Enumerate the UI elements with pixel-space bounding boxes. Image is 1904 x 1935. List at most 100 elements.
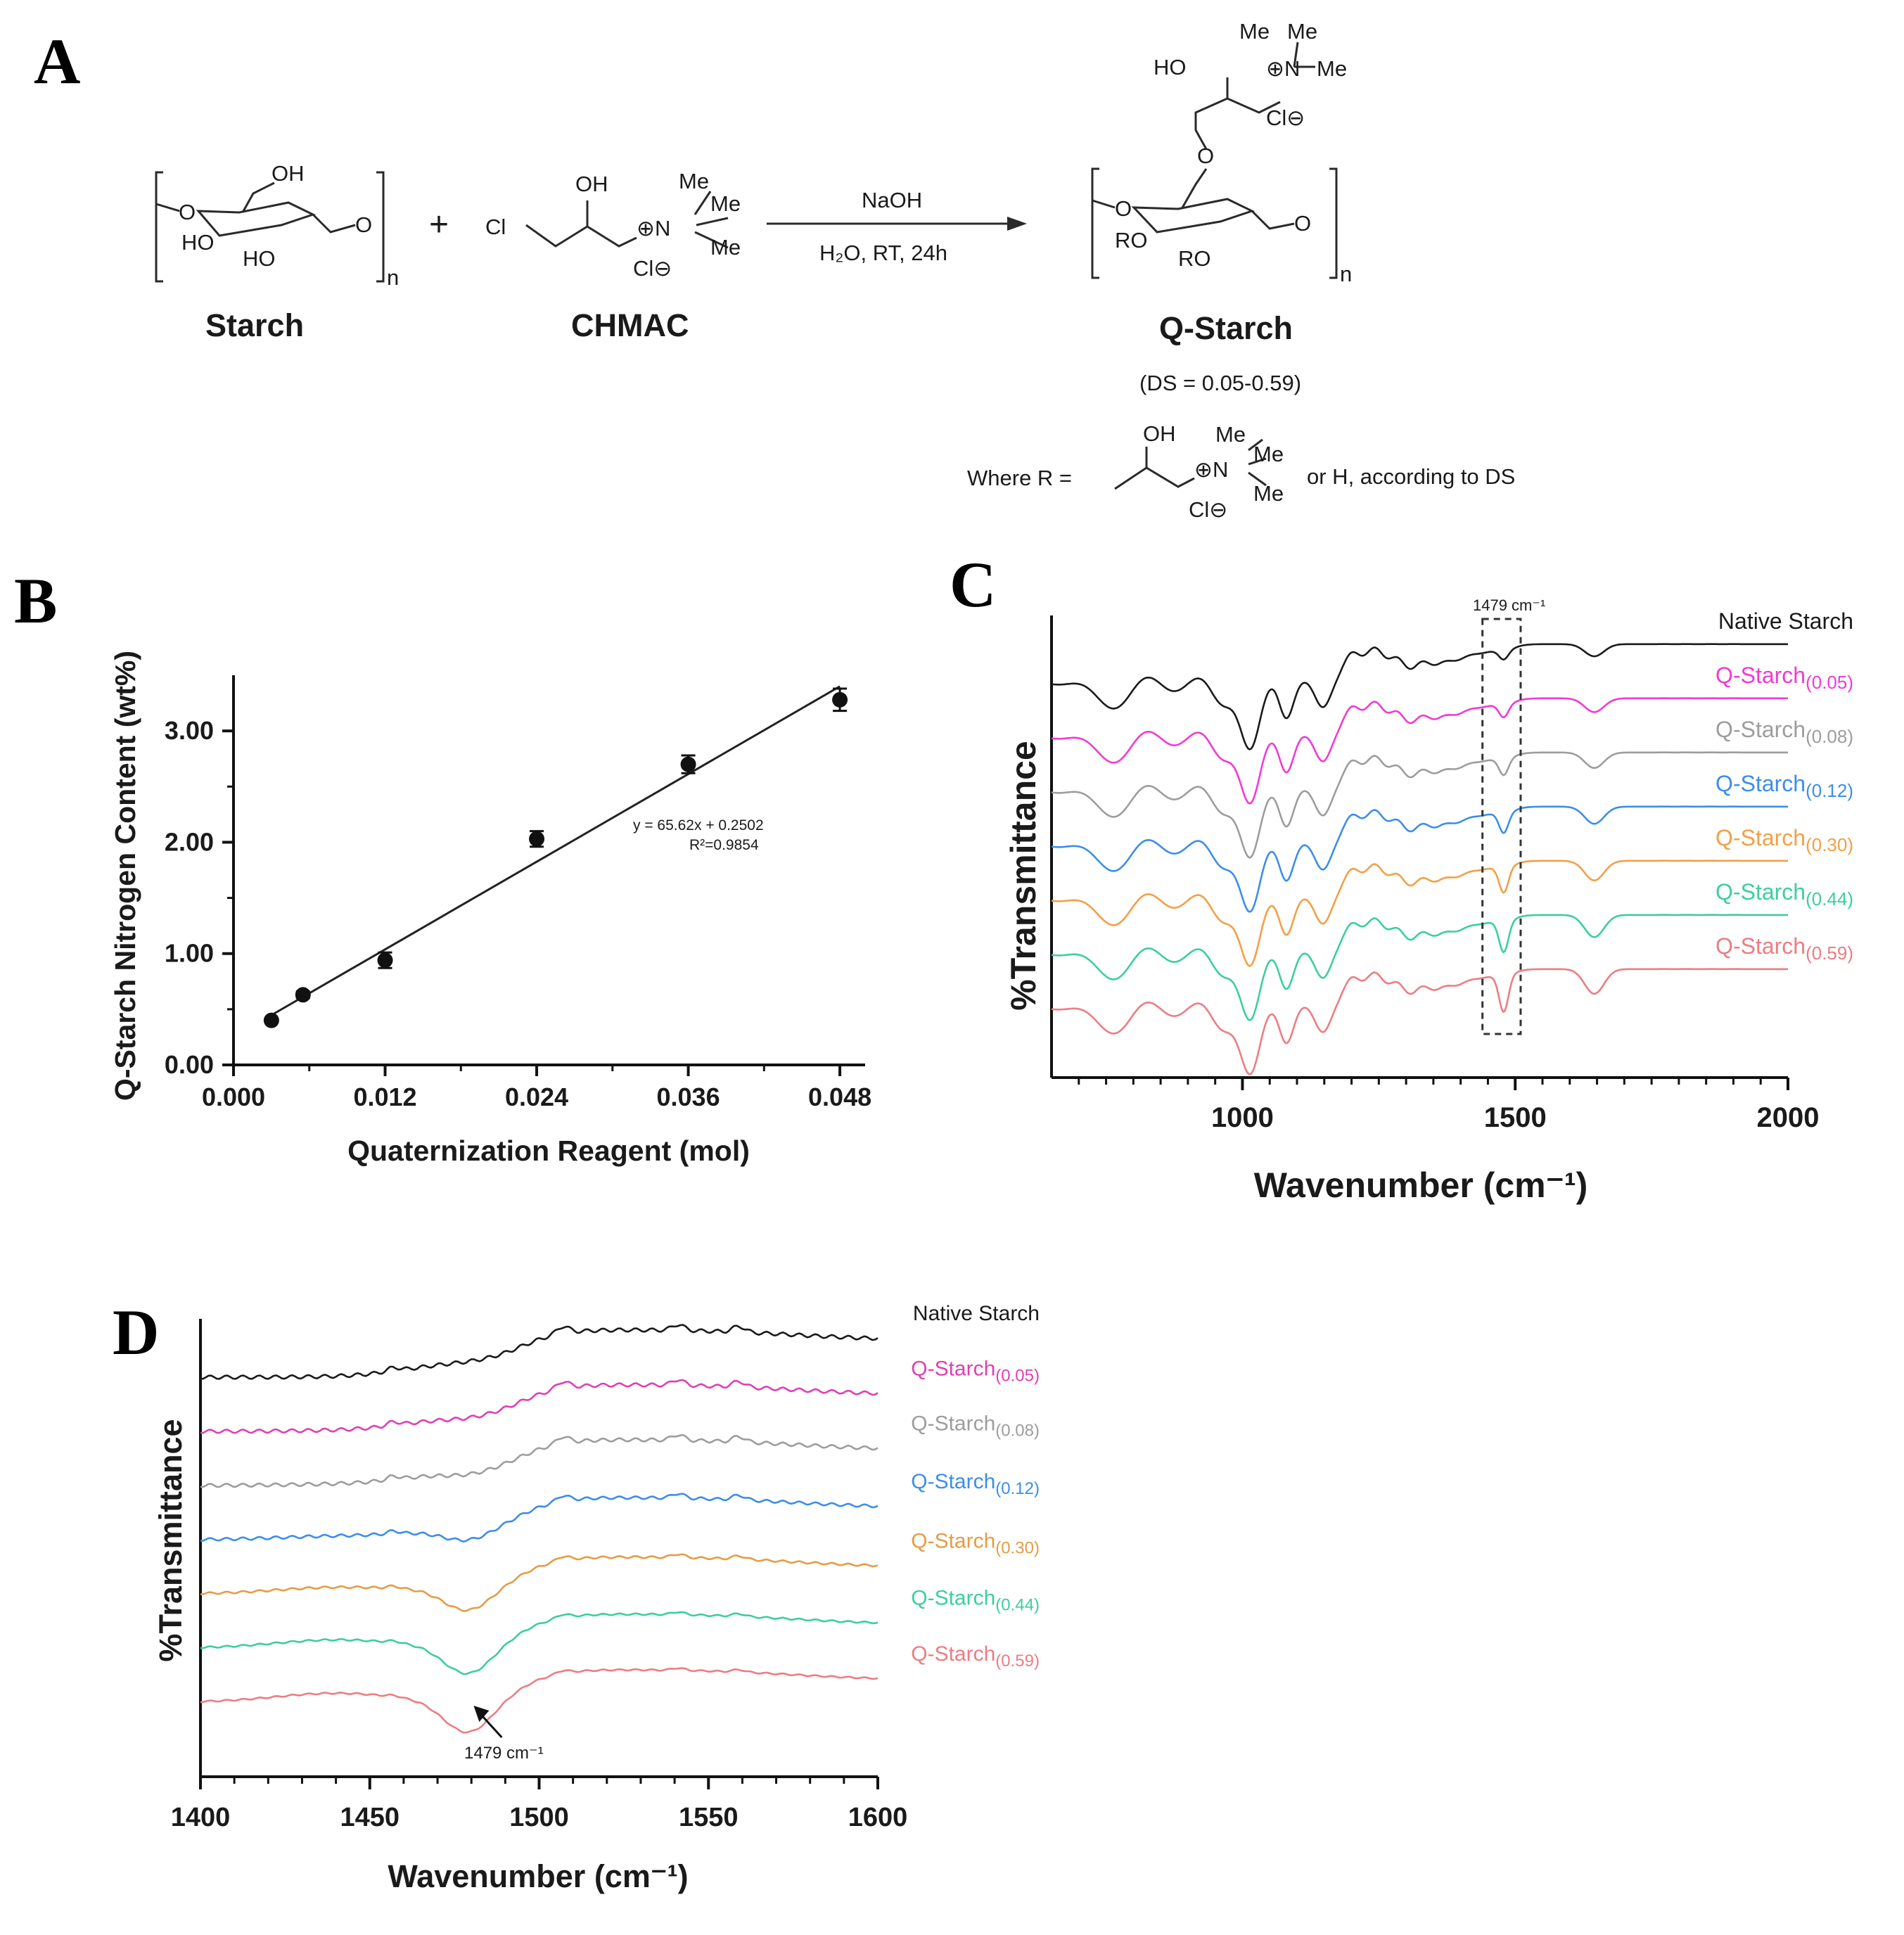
- chmac-me-label-3: Me: [710, 235, 741, 260]
- panel-letter-d: D: [113, 1296, 159, 1368]
- ds-range-label: (DS = 0.05-0.59): [1139, 371, 1301, 395]
- starch-o-right-label: O: [355, 212, 372, 237]
- q-starch-o-left-label: O: [1115, 196, 1132, 221]
- panel-d-spectrum-6: [200, 1667, 878, 1734]
- panel-c-spectrum-2: [1051, 751, 1788, 859]
- panel-d-spectrum-1: [200, 1379, 878, 1434]
- panel-d-axes: [199, 1319, 878, 1778]
- panel-d-annotation-arrow: [473, 1706, 503, 1739]
- panel-d-x-tick-label-0: 1400: [171, 1803, 231, 1832]
- panel-d-legend-label-0: Native Starch: [913, 1302, 1040, 1325]
- panel-c-spectra: [1051, 643, 1788, 1075]
- panel-d-legend-label-2: Q-Starch(0.08): [911, 1412, 1040, 1440]
- panel-c-legend-label-2: Q-Starch(0.08): [1715, 717, 1853, 747]
- panel-letter-a: A: [34, 25, 80, 97]
- q-starch-cl-minus-label: Cl⊖: [1266, 106, 1305, 130]
- panel-d-ftir-zoom-chart: D 1400 1450 1500 1550 1600 Native Starch Q-St…: [113, 1296, 1040, 1894]
- panel-d-legend-label-5: Q-Starch(0.44): [911, 1587, 1040, 1615]
- panel-d-spectrum-0: [200, 1324, 878, 1380]
- reaction-arrow: [767, 217, 1027, 231]
- panel-c-spectrum-5: [1051, 914, 1788, 1021]
- q-starch-ro-label-1: RO: [1115, 228, 1148, 253]
- panel-c-legend-label-4: Q-Starch(0.30): [1715, 825, 1853, 855]
- panel-b-y-axis-title: Q-Starch Nitrogen Content (wt%): [109, 651, 141, 1101]
- r-group-me-label-3: Me: [1253, 481, 1284, 506]
- panel-c-spectrum-4: [1051, 860, 1788, 967]
- panel-c-highlight-label: 1479 cm⁻¹: [1473, 596, 1545, 614]
- panel-b-x-axis-title: Quaternization Reagent (mol): [347, 1135, 750, 1167]
- panel-b-data-point-3: [529, 831, 545, 847]
- panel-letter-b: B: [14, 565, 57, 637]
- panel-d-tick-labels: 1400 1450 1500 1550 1600: [171, 1803, 908, 1832]
- panel-b-x-tick-label-0: 0.000: [202, 1083, 265, 1111]
- panel-b-y-tick-label-1: 1.00: [165, 939, 214, 968]
- panel-b-y-tick-label-0: 0.00: [165, 1050, 214, 1079]
- chmac-me-label-2: Me: [710, 191, 741, 216]
- starch-ho-label-1: HO: [181, 230, 215, 255]
- panel-c-tick-labels: 1000 1500 2000: [1211, 1102, 1820, 1133]
- panel-d-spectrum-5: [200, 1611, 878, 1675]
- q-starch-n-subscript: n: [1340, 262, 1352, 286]
- q-starch-me-label-1: Me: [1239, 19, 1270, 44]
- panel-d-arrow-head: [473, 1706, 490, 1722]
- panel-d-spectra: [200, 1324, 878, 1734]
- panel-c-spectrum-6: [1051, 968, 1788, 1075]
- starch-o-left-label: O: [179, 200, 196, 224]
- r-group-cl-minus-label: Cl⊖: [1189, 497, 1227, 522]
- reagent-label: NaOH: [862, 188, 922, 212]
- chmac-label: CHMAC: [571, 307, 689, 343]
- q-starch-me-label-2: Me: [1287, 19, 1317, 44]
- panel-b-x-tick-label-2: 0.024: [505, 1083, 568, 1111]
- panel-c-legend: Native Starch Q-Starch(0.05) Q-Starch(0.08…: [1715, 608, 1853, 964]
- panel-b-y-tick-label-2: 2.00: [165, 827, 214, 856]
- panel-d-legend: Native Starch Q-Starch(0.05) Q-Starch(0.08…: [911, 1302, 1040, 1671]
- panel-c-legend-label-3: Q-Starch(0.12): [1715, 771, 1853, 801]
- panel-c-highlight-box: [1481, 618, 1522, 1035]
- q-starch-ether-o-label: O: [1197, 143, 1214, 168]
- starch-oh-label: OH: [271, 161, 305, 186]
- q-starch-n-label: ⊕N: [1266, 56, 1300, 81]
- panel-c-ftir-chart: C 1000 1500 2000 Native Starch Q-Starch(0.0…: [950, 549, 1853, 1205]
- chmac-structure: [525, 191, 729, 249]
- panel-b-scatter-chart: B 0.000 0.012 0.024 0.036 0.048 0.00 1.00 2.00 3…: [14, 565, 871, 1167]
- panel-c-y-axis-title: %Transmittance: [1004, 741, 1043, 1010]
- panel-c-ticks: [1078, 1078, 1789, 1090]
- panel-b-y-tick-label-3: 3.00: [165, 716, 214, 745]
- panel-b-fit-equation: y = 65.62x + 0.2502: [633, 817, 764, 834]
- panel-b-data-point-5: [832, 691, 848, 708]
- panel-d-spectrum-2: [200, 1433, 878, 1488]
- panel-c-x-tick-label-2: 2000: [1757, 1102, 1820, 1133]
- panel-d-legend-label-1: Q-Starch(0.05): [911, 1357, 1040, 1385]
- chmac-oh-label: OH: [575, 172, 608, 196]
- panel-c-legend-label-5: Q-Starch(0.44): [1715, 879, 1853, 909]
- panel-c-axes: [1050, 615, 1788, 1079]
- panel-d-x-tick-label-2: 1500: [509, 1803, 569, 1832]
- where-r-prefix: Where R =: [967, 466, 1072, 490]
- panel-c-spectrum-3: [1051, 805, 1788, 913]
- panel-b-ticks: [222, 729, 842, 1076]
- q-starch-ho-label: HO: [1154, 55, 1187, 79]
- panel-b-x-tick-label-1: 0.012: [353, 1083, 416, 1111]
- panel-b-data-point-4: [680, 756, 696, 772]
- panel-d-x-axis-title: Wavenumber (cm⁻¹): [388, 1858, 688, 1894]
- starch-ho-label-2: HO: [243, 246, 276, 271]
- panel-d-legend-label-3: Q-Starch(0.12): [911, 1470, 1040, 1498]
- panel-b-data-points: [263, 687, 848, 1028]
- panel-c-x-axis-title: Wavenumber (cm⁻¹): [1254, 1166, 1588, 1205]
- where-r-suffix: or H, according to DS: [1307, 464, 1515, 489]
- r-group-n-label: ⊕N: [1194, 457, 1228, 482]
- r-group-me-label-1: Me: [1215, 422, 1246, 447]
- q-starch-label: Q-Starch: [1159, 310, 1293, 346]
- r-group-structure: [1114, 438, 1267, 490]
- panel-d-y-axis-title: %Transmittance: [153, 1419, 189, 1661]
- q-starch-o-right-label: O: [1294, 211, 1311, 236]
- starch-n-subscript: n: [387, 265, 399, 290]
- r-group-oh-label: OH: [1143, 421, 1176, 446]
- conditions-label: H₂O, RT, 24h: [819, 241, 947, 265]
- starch-structure: [155, 171, 385, 283]
- panel-b-x-tick-label-4: 0.048: [808, 1083, 871, 1111]
- panel-c-spectrum-1: [1051, 697, 1788, 805]
- q-starch-structure: [1091, 41, 1338, 279]
- panel-b-fit-line: [264, 685, 841, 1020]
